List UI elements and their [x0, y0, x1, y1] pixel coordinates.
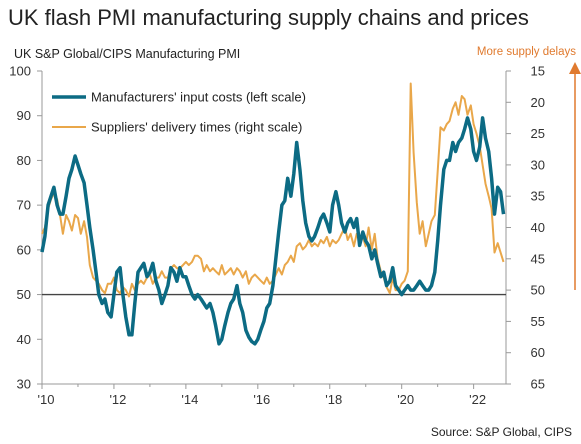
x-axis-ticks: '10 '12 '14 '16 '18 '20 '22: [38, 384, 486, 407]
right-tick-label: 45: [531, 251, 545, 266]
left-tick-label: 60: [17, 242, 31, 257]
series-line-input-costs: [40, 116, 506, 346]
series-lines: [40, 82, 506, 346]
left-tick-label: 90: [17, 108, 31, 123]
x-tick-label: '18: [325, 392, 342, 407]
right-axis-ticks: 15 20 25 30 35 40 45 50 55 60 65: [506, 64, 545, 392]
left-tick-label: 50: [17, 287, 31, 302]
left-tick-label: 30: [17, 377, 31, 392]
x-tick-label: '16: [253, 392, 270, 407]
right-tick-label: 35: [531, 189, 545, 204]
left-tick-label: 70: [17, 198, 31, 213]
right-axis-note: More supply delays: [477, 46, 576, 58]
axes: [41, 71, 507, 385]
x-tick-label: '10: [38, 392, 55, 407]
source-note: Source: S&P Global, CIPS: [431, 425, 572, 439]
right-tick-label: 50: [531, 283, 545, 298]
x-tick-label: '14: [181, 392, 198, 407]
right-tick-label: 65: [531, 377, 545, 392]
arrow-head: [569, 62, 581, 74]
right-tick-label: 30: [531, 157, 545, 172]
left-tick-label: 40: [17, 332, 31, 347]
right-tick-label: 60: [531, 345, 545, 360]
supply-delays-arrow-icon: [569, 62, 581, 290]
right-tick-label: 20: [531, 95, 545, 110]
right-tick-label: 15: [531, 64, 545, 79]
x-tick-label: '20: [397, 392, 414, 407]
right-tick-label: 40: [531, 220, 545, 235]
right-tick-label: 55: [531, 314, 545, 329]
x-tick-label: '12: [109, 392, 126, 407]
legend-label-input-costs: Manufacturers' input costs (left scale): [91, 90, 306, 105]
legend-label-delivery-times: Suppliers' delivery times (right scale): [91, 120, 302, 135]
x-tick-label: '22: [469, 392, 486, 407]
chart-title: UK flash PMI manufacturing supply chains…: [8, 5, 529, 30]
chart-subtitle: UK S&P Global/CIPS Manufacturing PMI: [14, 47, 240, 61]
legend: Manufacturers' input costs (left scale) …: [52, 90, 306, 135]
left-tick-label: 80: [17, 153, 31, 168]
left-axis-ticks: 100 90 80 70 60 50 40 30: [9, 64, 42, 392]
left-tick-label: 100: [9, 64, 31, 79]
right-tick-label: 25: [531, 126, 545, 141]
